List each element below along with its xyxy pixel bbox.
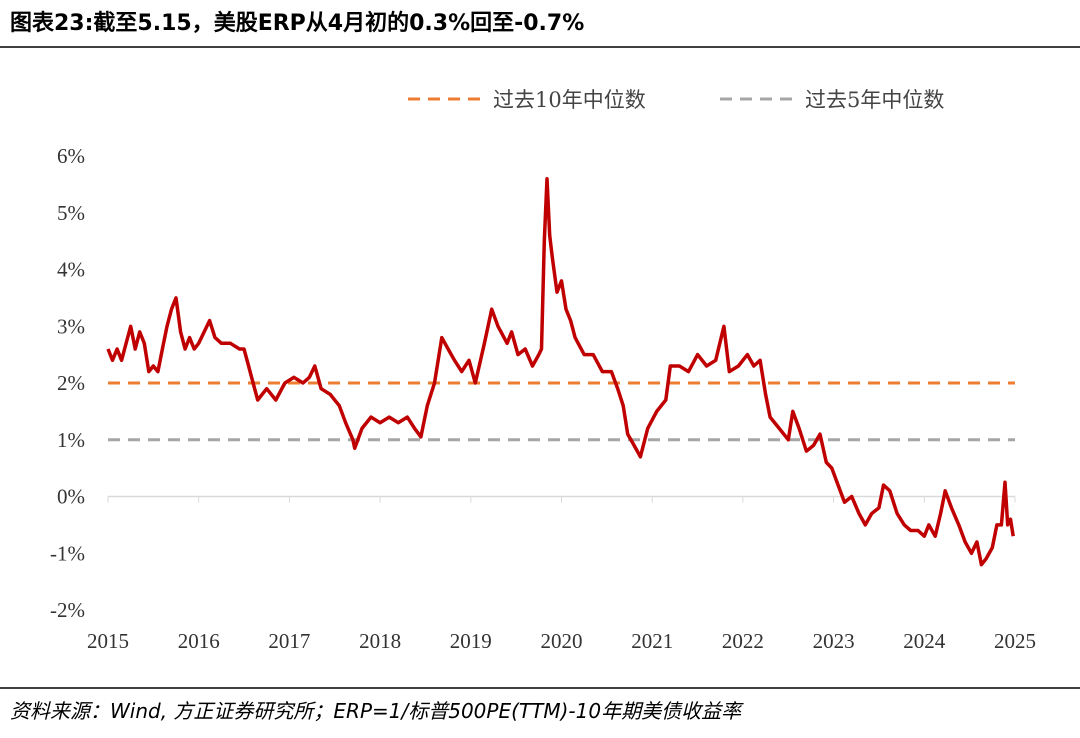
y-tick-label: 0% <box>57 485 85 509</box>
y-tick-label: 3% <box>57 314 85 338</box>
chart-title: 图表23:截至5.15，美股ERP从4月初的0.3%回至-0.7% <box>10 10 584 36</box>
x-tick-label: 2019 <box>450 629 492 653</box>
x-tick-label: 2025 <box>994 629 1036 653</box>
y-tick-label: 1% <box>57 428 85 452</box>
x-tick-label: 2018 <box>359 629 401 653</box>
x-tick-label: 2020 <box>541 629 583 653</box>
y-tick-label: 5% <box>57 201 85 225</box>
y-tick-label: 4% <box>57 258 85 282</box>
y-tick-label: 2% <box>57 371 85 395</box>
y-tick-label: -1% <box>50 541 85 565</box>
legend-label: 过去10年中位数 <box>493 88 646 112</box>
series-line <box>106 176 1015 567</box>
x-tick-label: 2015 <box>87 629 129 653</box>
y-tick-label: 6% <box>57 144 85 168</box>
x-tick-label: 2016 <box>178 629 220 653</box>
x-tick-label: 2017 <box>268 629 310 653</box>
y-tick-label: -2% <box>50 598 85 622</box>
x-tick-label: 2022 <box>722 629 764 653</box>
x-tick-label: 2021 <box>631 629 673 653</box>
legend-label: 过去5年中位数 <box>805 88 944 112</box>
x-tick-label: 2023 <box>813 629 855 653</box>
x-tick-label: 2024 <box>903 629 946 653</box>
source-note: 资料来源：Wind, 方正证券研究所；ERP=1/标普500PE(TTM)-10… <box>10 699 744 723</box>
